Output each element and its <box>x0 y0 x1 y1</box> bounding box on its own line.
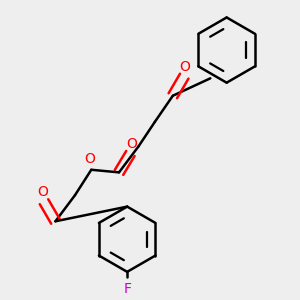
Text: O: O <box>127 137 137 151</box>
Text: O: O <box>84 152 95 166</box>
Text: O: O <box>179 60 190 74</box>
Text: O: O <box>37 185 48 199</box>
Text: F: F <box>123 282 131 296</box>
